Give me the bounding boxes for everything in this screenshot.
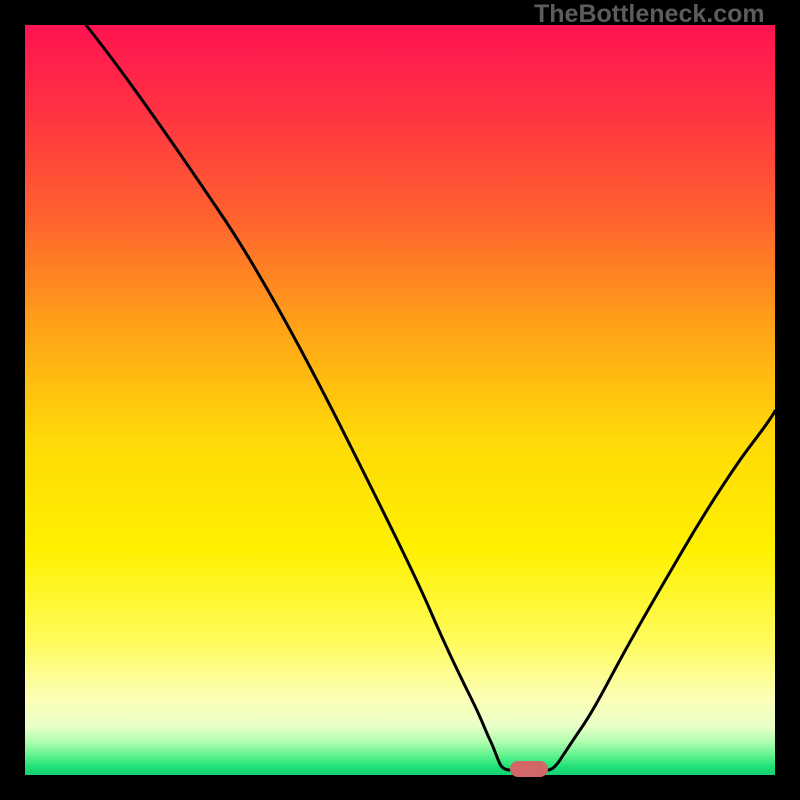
watermark-text: TheBottleneck.com [534, 0, 765, 29]
curve-layer [0, 0, 800, 800]
chart-container: TheBottleneck.com [0, 0, 800, 800]
bottleneck-curve [86, 25, 775, 770]
optimum-marker [510, 761, 548, 777]
